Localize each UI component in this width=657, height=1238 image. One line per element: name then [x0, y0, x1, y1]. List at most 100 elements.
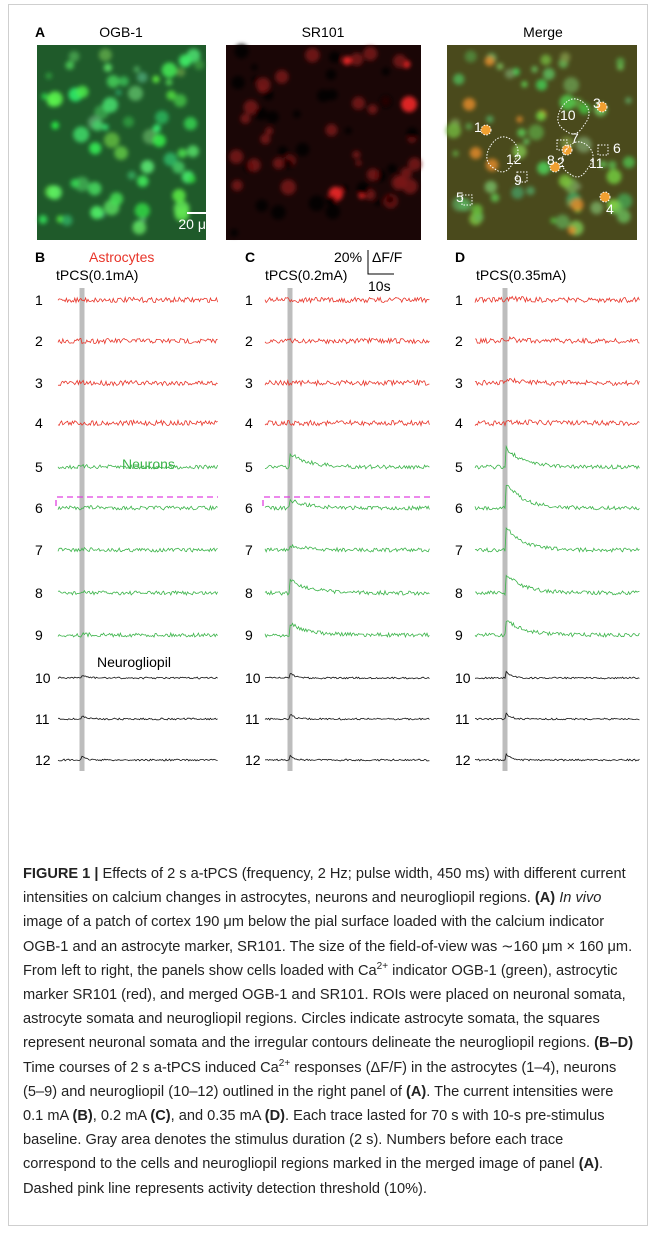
panel-label: B	[35, 249, 45, 265]
roi-label: 9	[514, 172, 522, 188]
cell	[251, 64, 258, 71]
cell	[48, 185, 62, 199]
cell	[114, 146, 128, 160]
stimulus-bar	[288, 288, 293, 771]
cell	[51, 122, 59, 130]
cell	[230, 229, 238, 237]
caption-figure-label: FIGURE 1 |	[23, 866, 98, 882]
cell	[363, 46, 377, 60]
cell	[278, 146, 288, 156]
stimulus-label: tPCS(0.1mA)	[56, 267, 138, 283]
row-label: 3	[245, 375, 253, 391]
row-label: 5	[455, 459, 463, 475]
caption-ref: (C)	[150, 1108, 170, 1124]
cell	[141, 160, 154, 173]
cell	[65, 61, 74, 70]
row-label: 9	[35, 627, 43, 643]
caption-ref: (A)	[535, 890, 555, 906]
roi-label: 12	[506, 151, 522, 167]
row-label: 2	[455, 333, 463, 349]
roi-label: 10	[560, 107, 576, 123]
cell	[176, 68, 185, 77]
cell	[356, 160, 362, 166]
cell	[541, 55, 552, 66]
cell	[485, 181, 497, 193]
cell	[184, 117, 197, 130]
cell	[536, 79, 547, 90]
row-label: 6	[245, 500, 253, 516]
stimulus-label: tPCS(0.35mA)	[476, 267, 566, 283]
cell	[393, 54, 407, 68]
trace	[475, 576, 639, 595]
cell	[115, 89, 122, 96]
cell	[517, 128, 526, 137]
cell	[266, 111, 279, 124]
trace	[475, 713, 639, 720]
cell	[326, 69, 337, 80]
roi-label: 5	[456, 189, 464, 205]
cell	[470, 147, 482, 159]
group-label: Neurons	[122, 456, 175, 472]
cell	[309, 195, 325, 211]
cell	[155, 111, 169, 125]
cell	[255, 107, 268, 120]
cell	[382, 67, 390, 75]
row-label: 4	[245, 415, 253, 431]
scale-amplitude: 20%	[334, 249, 362, 265]
cell	[465, 123, 472, 130]
cell	[88, 182, 102, 196]
caption-ref: (D)	[265, 1108, 285, 1124]
caption: FIGURE 1 | Effects of 2 s a-tPCS (freque…	[23, 862, 635, 1201]
cell	[368, 104, 378, 114]
cell	[240, 113, 250, 123]
cell	[326, 196, 336, 206]
cell	[616, 58, 624, 66]
cell	[528, 124, 544, 140]
row-label: 11	[35, 711, 50, 727]
cell	[406, 127, 418, 139]
row-label: 6	[455, 500, 463, 516]
cell	[453, 150, 459, 156]
cell	[387, 164, 397, 174]
cell	[73, 127, 89, 143]
cell	[76, 86, 88, 98]
cell	[265, 127, 273, 135]
cell	[341, 185, 348, 192]
cell	[531, 66, 537, 72]
row-label: 4	[455, 415, 463, 431]
cell	[110, 192, 123, 205]
cell	[401, 96, 417, 112]
trace	[475, 420, 639, 426]
cell	[103, 97, 118, 112]
scale-unit: ΔF/F	[372, 249, 402, 265]
cell	[232, 180, 243, 191]
cell	[345, 127, 352, 134]
cell	[401, 167, 412, 178]
trace	[475, 672, 639, 679]
group-label: Astrocytes	[89, 249, 154, 265]
row-label: 5	[35, 459, 43, 475]
cell	[296, 143, 310, 157]
row-label: 8	[35, 585, 43, 601]
image-title: OGB-1	[99, 24, 143, 40]
trace	[475, 447, 639, 469]
cell	[275, 70, 289, 84]
row-label: 2	[35, 333, 43, 349]
row-label: 2	[245, 333, 253, 349]
cell	[523, 138, 529, 144]
cell	[92, 120, 103, 131]
cell	[326, 205, 341, 220]
cell	[90, 206, 103, 219]
cell	[256, 199, 269, 212]
row-label: 8	[455, 585, 463, 601]
cell	[89, 142, 101, 154]
cell	[343, 56, 352, 65]
cell	[453, 74, 464, 85]
cell	[187, 145, 199, 157]
cell	[39, 215, 48, 224]
roi-circle	[481, 125, 491, 135]
row-label: 9	[245, 627, 253, 643]
cell	[625, 97, 631, 103]
caption-text: , 0.2 mA	[93, 1108, 151, 1124]
row-label: 7	[35, 542, 43, 558]
